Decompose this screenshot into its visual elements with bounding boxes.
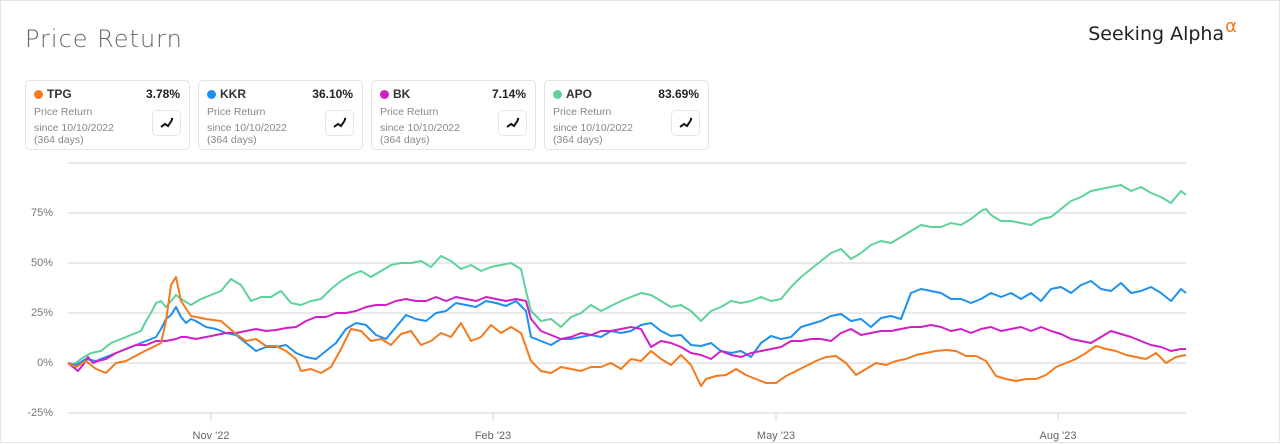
series-line-bk[interactable]	[67, 296, 1186, 372]
period-days: (364 days)	[380, 134, 430, 146]
alpha-icon: α	[1225, 16, 1237, 37]
sparkline-icon	[159, 117, 173, 128]
sparkline-button[interactable]	[671, 110, 700, 136]
x-tick-label: May '23	[757, 430, 795, 442]
since-date: since 10/10/2022	[380, 122, 460, 134]
ticker-label: APO	[566, 87, 593, 101]
x-tick-label: Feb '23	[475, 430, 511, 442]
metric-label: Price Return	[34, 106, 93, 118]
period-days: (364 days)	[553, 134, 603, 146]
series-line-apo[interactable]	[67, 184, 1187, 366]
legend-card-apo[interactable]: APO 83.69% Price Return since 10/10/2022…	[544, 80, 709, 150]
legend-cards: TPG 3.78% Price Return since 10/10/2022 …	[25, 80, 709, 150]
ticker-label: TPG	[47, 87, 72, 101]
metric-label: Price Return	[553, 106, 612, 118]
logo-text: Seeking Alpha	[1088, 23, 1225, 45]
series-color-dot	[207, 90, 216, 99]
series-color-dot	[380, 90, 389, 99]
sparkline-button[interactable]	[498, 110, 527, 136]
legend-card-kkr[interactable]: KKR 36.10% Price Return since 10/10/2022…	[198, 80, 363, 150]
x-tick-label: Aug '23	[1040, 430, 1077, 442]
ticker-label: KKR	[220, 87, 246, 101]
series-line-kkr[interactable]	[67, 280, 1187, 366]
return-value: 7.14%	[491, 87, 526, 101]
since-date: since 10/10/2022	[553, 122, 633, 134]
y-tick-label: 50%	[31, 257, 53, 269]
sparkline-icon	[505, 117, 519, 128]
series-color-dot	[34, 90, 43, 99]
y-tick-label: 75%	[31, 207, 53, 219]
x-axis-labels: Nov '22 Feb '23 May '23 Aug '23	[193, 430, 1077, 442]
gridlines	[68, 162, 1186, 421]
metric-label: Price Return	[380, 106, 439, 118]
ticker-label: BK	[393, 87, 411, 101]
series-color-dot	[553, 90, 562, 99]
period-days: (364 days)	[207, 134, 257, 146]
sparkline-button[interactable]	[152, 110, 181, 136]
sparkline-icon	[332, 117, 346, 128]
series-line-tpg[interactable]	[67, 276, 1187, 387]
return-value: 83.69%	[658, 87, 699, 101]
legend-card-tpg[interactable]: TPG 3.78% Price Return since 10/10/2022 …	[25, 80, 190, 150]
page-title: Price Return	[25, 25, 183, 53]
return-value: 36.10%	[312, 87, 353, 101]
since-date: since 10/10/2022	[207, 122, 287, 134]
metric-label: Price Return	[207, 106, 266, 118]
sparkline-icon	[678, 117, 692, 128]
since-date: since 10/10/2022	[34, 122, 114, 134]
sparkline-button[interactable]	[325, 110, 354, 136]
y-tick-label: 0%	[37, 357, 53, 369]
y-axis-labels: 75% 50% 25% 0% -25%	[27, 207, 53, 419]
period-days: (364 days)	[34, 134, 84, 146]
legend-card-bk[interactable]: BK 7.14% Price Return since 10/10/2022 (…	[371, 80, 536, 150]
y-tick-label: -25%	[27, 407, 53, 419]
x-tick-label: Nov '22	[193, 430, 230, 442]
y-tick-label: 25%	[31, 307, 53, 319]
seeking-alpha-logo: Seeking Alphaα	[1088, 16, 1237, 45]
return-value: 3.78%	[145, 87, 180, 101]
